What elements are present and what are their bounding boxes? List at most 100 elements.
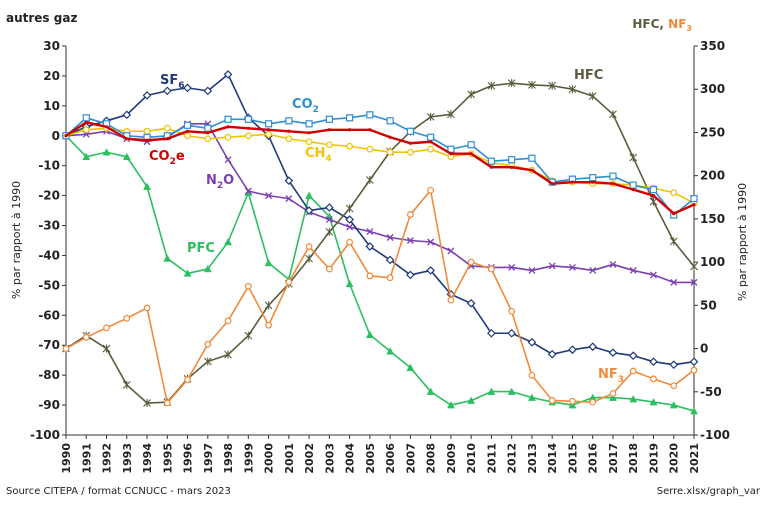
data-point xyxy=(530,168,534,172)
file-note: Serre.xlsx/graph_var xyxy=(656,486,760,497)
data-point xyxy=(507,328,517,338)
data-point xyxy=(568,263,576,271)
data-point xyxy=(122,152,131,160)
x-tick-label: 2018 xyxy=(627,443,640,474)
data-point xyxy=(507,79,516,88)
series-lines xyxy=(61,70,699,415)
data-point xyxy=(244,115,252,123)
x-tick-label: 1991 xyxy=(80,443,93,474)
data-point xyxy=(285,278,293,286)
data-point xyxy=(669,360,679,370)
data-point xyxy=(690,407,698,415)
y-tick-label-left: 0 xyxy=(52,129,60,143)
data-point xyxy=(224,115,232,123)
y-tick-label-right: 250 xyxy=(700,125,725,139)
data-point xyxy=(467,258,475,266)
data-point xyxy=(305,243,313,250)
data-point xyxy=(487,157,496,165)
data-point xyxy=(427,186,435,194)
data-point xyxy=(591,180,595,184)
data-point xyxy=(82,333,90,341)
title-right-nf3: NF xyxy=(668,17,686,31)
x-tick-label: 1993 xyxy=(121,443,134,474)
x-tick-label: 2010 xyxy=(465,443,478,474)
data-point xyxy=(406,270,415,280)
data-point xyxy=(386,234,394,241)
data-point xyxy=(62,345,70,352)
data-point xyxy=(307,131,311,135)
series-label-ch4: CH4 xyxy=(305,146,332,164)
x-tick-label: 2013 xyxy=(526,443,539,474)
data-point xyxy=(669,237,678,246)
data-point xyxy=(365,242,375,251)
data-point xyxy=(426,387,435,395)
data-point xyxy=(406,127,414,135)
data-point xyxy=(651,194,656,198)
data-point xyxy=(508,307,516,315)
data-point xyxy=(528,393,536,401)
data-point xyxy=(325,227,334,236)
data-point xyxy=(449,152,453,156)
data-point xyxy=(548,81,557,90)
data-point xyxy=(165,137,169,141)
data-point xyxy=(690,366,698,374)
y-tick-label-left: 20 xyxy=(43,69,60,83)
data-point xyxy=(588,342,598,352)
title-right-nf3-sub: 3 xyxy=(686,24,692,33)
data-point xyxy=(629,367,637,375)
data-point xyxy=(670,278,678,286)
data-point xyxy=(507,387,516,395)
data-point xyxy=(550,182,554,186)
data-point xyxy=(185,129,190,133)
data-point xyxy=(547,349,557,359)
data-point xyxy=(102,344,111,353)
x-tick-label: 2019 xyxy=(647,443,660,474)
y-axis-left-label: % par rapport à 1990 xyxy=(10,181,23,299)
data-point xyxy=(611,182,615,186)
data-point xyxy=(690,195,698,203)
data-point xyxy=(447,296,455,304)
data-point xyxy=(122,380,131,389)
data-point xyxy=(649,398,658,406)
data-point xyxy=(264,120,273,128)
data-point xyxy=(469,152,473,156)
title-right-hfc: HFC, xyxy=(632,17,668,31)
data-point xyxy=(325,141,333,149)
y-tick-label-left: -70 xyxy=(38,338,60,352)
x-tick-label: 1995 xyxy=(161,443,174,474)
data-point xyxy=(224,156,232,164)
data-point xyxy=(204,135,212,143)
data-point xyxy=(528,80,536,89)
data-point xyxy=(143,399,151,408)
data-point xyxy=(84,120,88,124)
x-tick-label: 2003 xyxy=(323,443,336,474)
y-tick-label-left: -40 xyxy=(38,248,60,262)
data-point xyxy=(589,398,597,406)
data-point xyxy=(427,238,435,246)
y-tick-label-right: 100 xyxy=(700,255,725,269)
data-point xyxy=(162,86,172,96)
x-tick-label: 2000 xyxy=(263,443,276,474)
data-point xyxy=(629,181,637,189)
y-tick-label-left: 30 xyxy=(43,39,60,53)
data-point xyxy=(365,175,374,184)
series-label-co2e: CO2e xyxy=(149,149,185,167)
x-tick-label: 2002 xyxy=(303,443,316,474)
data-point xyxy=(203,357,212,366)
data-point xyxy=(426,266,435,275)
x-tick-label: 2020 xyxy=(668,443,681,474)
data-point xyxy=(82,114,90,122)
data-point xyxy=(569,397,576,405)
data-point xyxy=(224,133,232,141)
x-tick-label: 2006 xyxy=(384,443,397,474)
data-point xyxy=(650,375,657,383)
data-point xyxy=(528,154,536,162)
x-tick-label: 2008 xyxy=(425,443,438,474)
data-point xyxy=(264,258,273,267)
data-point xyxy=(183,121,192,129)
x-tick-label: 1994 xyxy=(141,443,154,474)
data-point xyxy=(142,91,152,100)
x-tick-label: 2012 xyxy=(506,443,519,474)
data-point xyxy=(447,247,455,255)
data-point xyxy=(548,397,556,404)
